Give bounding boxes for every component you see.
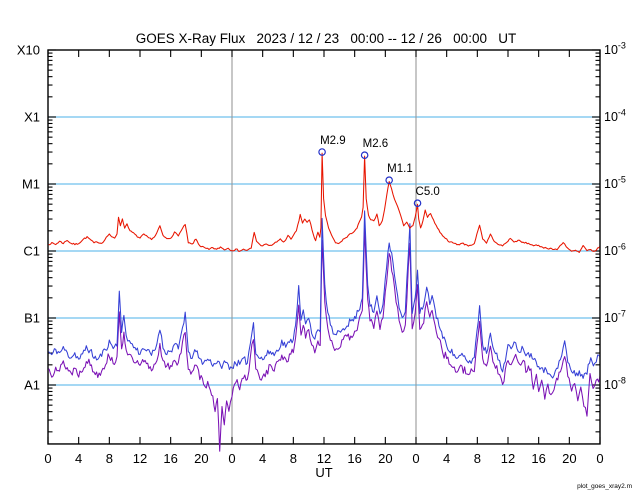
x-axis-tick-label: 16	[347, 451, 361, 466]
x-axis-tick-label: 12	[501, 451, 515, 466]
y-axis-class-label: X10	[17, 43, 40, 58]
y-axis-exponent-label: 10-4	[604, 108, 626, 125]
x-axis-tick-label: 0	[228, 451, 235, 466]
series-line-xray-long-1-8A	[48, 152, 600, 253]
x-axis-tick-label: 0	[596, 451, 603, 466]
y-axis-class-label: A1	[24, 378, 40, 393]
day-boundary-lines	[231, 50, 417, 444]
x-axis-tick-label: 12	[133, 451, 147, 466]
x-axis-tick-label: 20	[562, 451, 576, 466]
y-axis-class-label: X1	[24, 110, 40, 125]
series-line-xray-short-sat-a	[48, 210, 600, 379]
y-axis-class-label: B1	[24, 311, 40, 326]
y-axis-exponent-label: 10-5	[604, 175, 626, 192]
flare-peak-markers	[318, 148, 422, 207]
y-axis-class-label: C1	[23, 244, 40, 259]
x-axis-tick-label: 8	[106, 451, 113, 466]
flare-label: M2.9	[320, 135, 346, 147]
x-axis-tick-label: 20	[194, 451, 208, 466]
y-axis-exponent-label: 10-8	[604, 376, 626, 393]
x-axis-tick-label: 0	[412, 451, 419, 466]
flare-labels: M2.9 M2.6 M1.1C5.0	[320, 135, 440, 198]
x-axis-tick-label: 0	[44, 451, 51, 466]
y-axis-exponent-label: 10-3	[604, 41, 626, 58]
x-axis-tick-label: 4	[75, 451, 82, 466]
flare-peak-circle	[318, 148, 326, 156]
flare-peak-circle	[413, 199, 422, 207]
series-lines	[48, 152, 600, 452]
y-axis-class-label: M1	[22, 177, 40, 192]
flare-peak-circle	[360, 151, 369, 159]
axis-labels: X10 X1 M1 C1 B1 A1 10-3 10-4 10-5 10-6 10-7 10-8 0 4 8…	[17, 41, 626, 467]
script-watermark: plot_goes_xray2.m	[577, 483, 632, 490]
x-axis-tick-label: 8	[290, 451, 297, 466]
x-axis-tick-label: 20	[378, 451, 392, 466]
x-axis-tick-label: 12	[317, 451, 331, 466]
x-axis-tick-label: 16	[163, 451, 177, 466]
axis-ticks	[47, 49, 601, 444]
series-line-xray-short-sat-b	[48, 227, 600, 452]
x-axis-tick-label: 16	[531, 451, 545, 466]
x-axis-tick-label: 8	[474, 451, 481, 466]
flare-label: C5.0	[416, 186, 440, 198]
x-axis-tick-label: 4	[443, 451, 450, 466]
grid-lines	[48, 116, 600, 386]
flare-peak-circle	[385, 176, 393, 185]
y-axis-exponent-label: 10-6	[604, 242, 626, 259]
y-axis-exponent-label: 10-7	[604, 309, 626, 326]
x-axis-title: UT	[315, 465, 332, 480]
flare-label: M1.1	[387, 163, 413, 175]
flare-label: M2.6	[363, 138, 389, 150]
chart-title: GOES X-Ray Flux 2023 / 12 / 23 00:00 -- …	[136, 31, 516, 46]
x-axis-tick-label: 4	[259, 451, 266, 466]
